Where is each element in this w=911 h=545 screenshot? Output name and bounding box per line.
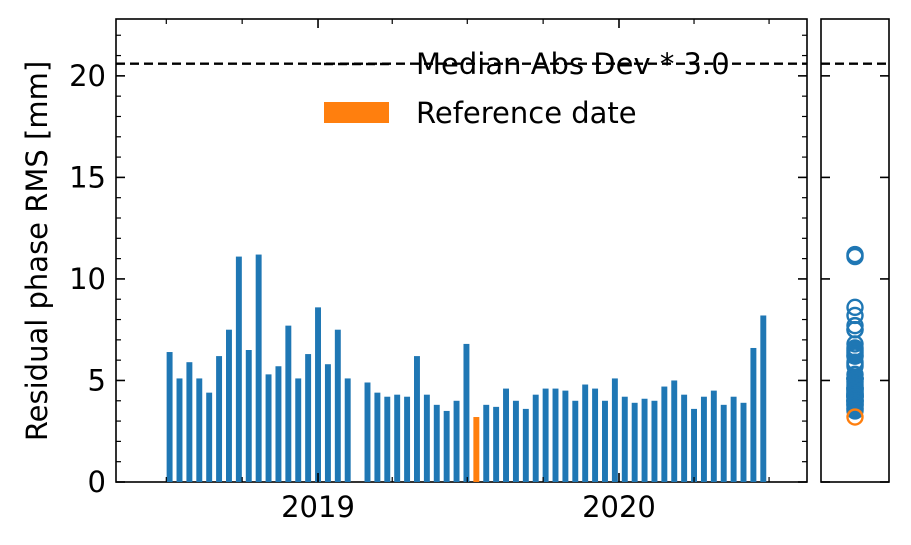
bar [483,404,490,482]
bar [691,408,698,482]
bar [651,400,658,482]
y-tick-label: 15 [69,160,106,194]
bar [552,388,559,482]
side-point [846,306,864,325]
bar [423,394,430,482]
bar [404,396,411,482]
side-reference-point [846,408,864,426]
bar [512,400,519,482]
reference-bar [473,417,480,482]
legend-threshold-label: Median Abs Dev * 3.0 [416,47,730,81]
y-axis-label: Residual phase RMS [mm] [20,61,54,441]
bar [522,408,529,482]
bar [196,378,203,482]
bar [334,329,341,482]
bar [305,354,312,482]
side-point [846,347,864,365]
x-ticks: 2019 2020 [165,19,770,524]
bar [324,364,331,482]
side-point [846,245,864,264]
side-plot-frame [820,18,890,483]
y-tick-label: 10 [69,262,106,296]
bar [265,374,272,482]
bar [602,400,608,482]
main-plot-area: 0 5 10 15 20 2019 2020 Median Abs Dev * 3.0 R… [20,18,808,524]
bar [374,392,381,482]
bar [463,343,470,482]
bar [611,378,618,482]
side-plot-area [820,18,890,483]
bar [621,396,628,482]
bar [750,347,757,482]
bar [216,356,223,482]
bar [671,380,678,482]
x-tick-label: 2019 [281,490,355,524]
bar [453,400,460,482]
bar [730,396,737,482]
bar [532,394,539,482]
bar [661,386,668,482]
bar [740,402,747,482]
bar-group [166,254,767,482]
legend: Median Abs Dev * 3.0 Reference date [324,47,730,130]
bar [315,307,321,482]
bar [700,396,707,482]
bar [433,404,440,482]
side-point [846,388,864,406]
bar [384,396,391,482]
bar [344,378,351,482]
y-tick-label: 5 [88,363,106,397]
bar [245,350,252,482]
bar [503,388,509,482]
bar [275,366,282,482]
bar [443,410,450,482]
bar [542,388,549,482]
bar [720,404,727,482]
legend-reference-label: Reference date [416,96,637,130]
bar [225,329,232,482]
bar [255,254,262,482]
y-ticks: 0 5 10 15 20 [69,34,807,499]
bar [206,392,213,482]
bar [414,356,420,482]
side-point [846,339,864,357]
bar [760,315,767,482]
side-scatter-points [846,245,864,426]
bar [641,398,648,482]
bar [562,390,569,482]
bar [186,362,193,482]
bar [592,388,599,482]
x-tick-label: 2020 [582,490,656,524]
bar [394,394,401,482]
bar [681,394,688,482]
bar [295,378,302,482]
bar [176,378,183,482]
side-point [846,298,864,317]
bar [364,382,371,482]
bar [582,384,589,482]
main-plot-frame [115,18,808,483]
reference-bar-group [473,417,480,482]
bar [285,325,292,482]
y-tick-label: 0 [88,465,106,499]
bar [572,400,579,482]
y-tick-label: 20 [69,59,106,93]
bar [493,406,500,482]
side-y-ticks [821,75,889,483]
bar [710,390,717,482]
legend-reference-swatch [324,102,389,123]
bar [631,402,638,482]
bar [235,256,242,482]
bar [166,352,173,482]
